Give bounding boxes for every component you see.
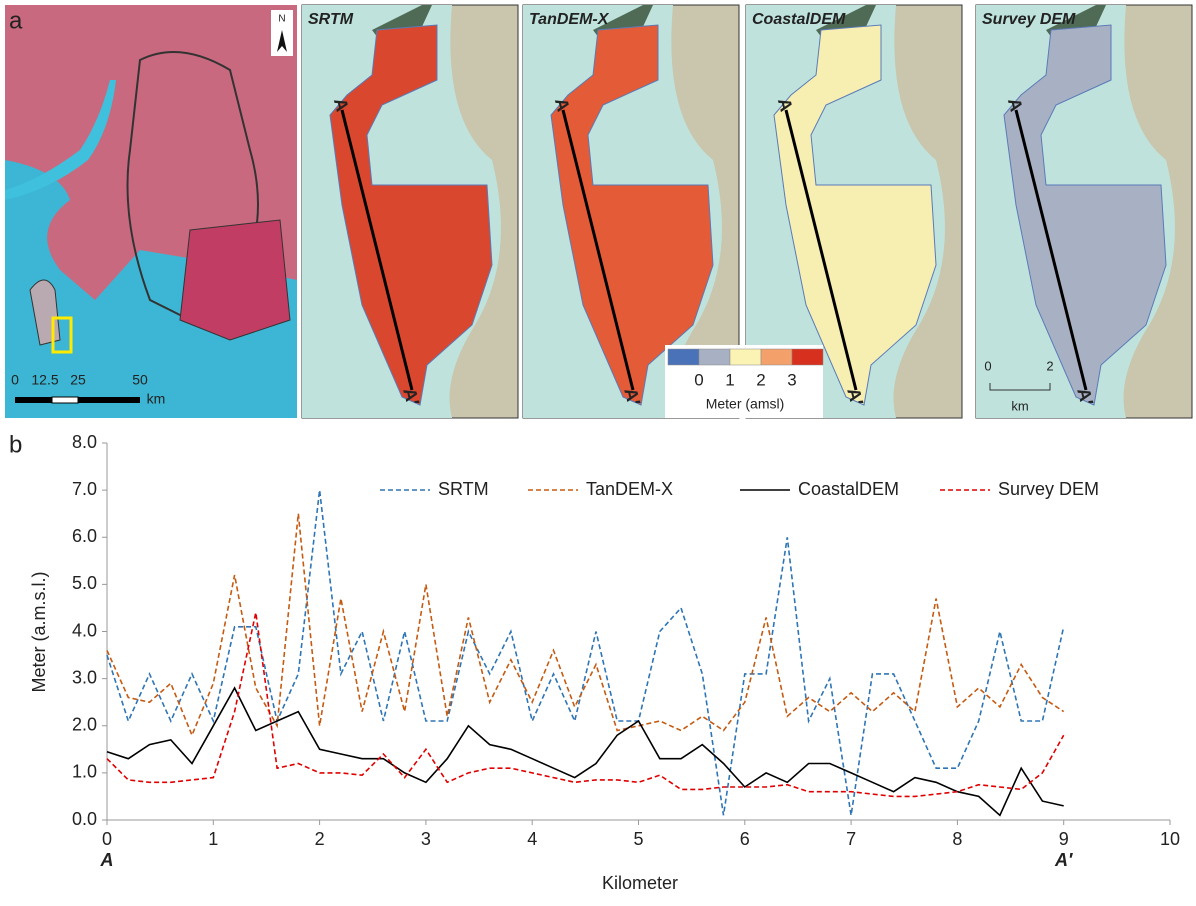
sea [5,160,297,418]
y-tick-label: 5.0 [72,573,97,593]
data-line [106,612,1065,798]
x-tick-label: 9 [1059,829,1069,849]
section-line [561,109,635,391]
dem-legend: Meter (amsl) 0 1 2 3 [665,345,824,418]
north-label: N [278,14,285,25]
overview-map: N 0 12.5 25 50 km [5,5,297,418]
legend-swatch [729,348,762,366]
river [5,80,116,200]
y-axis-title: Meter (a.m.s.l.) [29,571,49,692]
y-tick-label: 0.0 [72,809,97,829]
legend-label: 2 [756,370,765,389]
map-title: Survey DEM [982,11,1076,28]
y-tick-label: 7.0 [72,479,97,499]
section-start: A [774,96,797,114]
y-tick-label: 6.0 [72,526,97,546]
map-scale: 0 2 km [984,358,1053,413]
legend-swatch [698,348,731,366]
x-tick-label: 5 [633,829,643,849]
y-tick-label: 2.0 [72,715,97,735]
legend-title: Meter (amsl) [706,396,785,412]
map-panel: A A′ SRTM [301,4,519,419]
legend-label: CoastalDEM [798,479,899,499]
y-tick-label: 3.0 [72,667,97,687]
scale-label: 12.5 [31,372,58,388]
section-end: A′ [399,386,423,408]
y-tick-label: 8.0 [72,432,97,452]
x-tick-label: 3 [421,829,431,849]
map-title: TanDEM-X [529,11,610,28]
north-arrow [277,30,287,52]
legend-label: 0 [694,370,703,389]
section-label: A′ [1054,850,1073,870]
data-line [106,490,1065,816]
section-line [784,109,858,391]
map-title: SRTM [308,11,354,28]
legend-label: TanDEM-X [586,479,673,499]
section-label: A [100,850,114,870]
y-tick-label: 4.0 [72,620,97,640]
x-tick-label: 0 [102,829,112,849]
x-tick-label: 1 [208,829,218,849]
data-line [106,513,1065,738]
panel-label: a [9,7,23,34]
map-panel: A A′ Survey DEM [975,4,1193,419]
map-scale-bar [989,383,1051,391]
legend-label: 3 [787,370,796,389]
scale-bar [78,397,140,403]
study-area-box [51,316,73,354]
y-tick-label: 1.0 [72,762,97,782]
panel-label: b [9,431,22,458]
x-tick-label: 6 [740,829,750,849]
section-line [340,109,414,391]
scale-label: 0 [11,372,19,388]
scale-label: 50 [132,372,148,388]
legend-label: Survey DEM [998,479,1099,499]
section-end: A′ [620,386,644,408]
legend-label: SRTM [438,479,489,499]
data-line [106,686,1064,817]
island-dem [1003,24,1167,406]
scale-bar [15,397,52,403]
section-end: A′ [1073,386,1097,408]
x-axis-title: Kilometer [602,873,678,893]
x-tick-label: 8 [952,829,962,849]
map-scale-unit: km [1011,398,1028,413]
scale-unit: km [147,391,166,407]
x-tick-label: 7 [846,829,856,849]
legend-label: 1 [725,370,734,389]
scale-label: 25 [70,372,86,388]
section-start: A [551,96,574,114]
x-tick-label: 2 [315,829,325,849]
legend-swatch [760,348,793,366]
map-scale-label: 0 [984,358,991,373]
map-scale-label: 2 [1046,358,1053,373]
legend-swatch [667,348,700,366]
section-line [1014,109,1088,391]
section-end: A′ [843,386,867,408]
map-title: CoastalDEM [752,11,846,28]
section-start: A [330,96,353,114]
island-dem [329,24,493,406]
section-start: A [1004,96,1027,114]
scale-bar [51,396,79,404]
x-tick-label: 4 [527,829,537,849]
island-dem [773,24,937,406]
mangrove [179,219,291,341]
map-panels: A A′ SRTM A A′ TanDEM-X A A′ CoastalDEM A A′ Survey… [301,4,1193,419]
x-tick-label: 10 [1160,829,1180,849]
legend-swatch [791,348,824,366]
line-chart: 0.0 1.0 2.0 3.0 4.0 5.0 6.0 7.0 8.0 0 1 2 3 4 5 6 7 8 9 10 A… [72,432,1180,870]
